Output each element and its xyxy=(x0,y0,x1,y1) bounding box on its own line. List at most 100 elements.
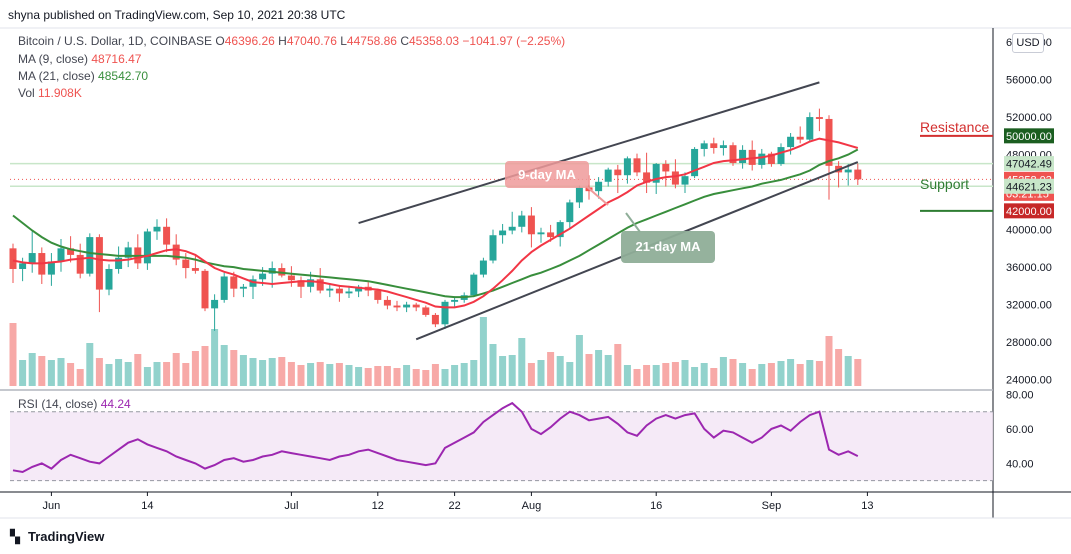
candle-body xyxy=(47,261,55,275)
time-tick-label: 12 xyxy=(372,500,384,512)
time-tick-label: Jul xyxy=(284,500,298,512)
ma21-legend[interactable]: MA (21, close) 48542.70 xyxy=(18,69,148,83)
volume-bar xyxy=(287,362,295,386)
candle-body xyxy=(115,257,123,269)
volume-bar xyxy=(19,360,27,386)
candle-body xyxy=(499,230,507,236)
volume-bar xyxy=(527,363,535,386)
candle-body xyxy=(326,288,334,291)
volume-bar xyxy=(47,360,55,386)
brand-name: TradingView xyxy=(28,529,105,544)
volume-bar xyxy=(441,369,449,386)
price-axis-label-box xyxy=(1004,156,1054,172)
ma9-callout-label: 9-day MA xyxy=(518,167,576,182)
volume-bar xyxy=(537,360,545,386)
candle-body xyxy=(700,143,708,149)
candle-body xyxy=(57,248,65,262)
rsi-tick-label: 40.00 xyxy=(1006,458,1034,470)
volume-bar xyxy=(345,365,353,386)
volume-bar xyxy=(633,369,641,386)
volume-bar xyxy=(556,356,564,386)
volume-bar xyxy=(134,354,142,386)
ma21-callout-arrow xyxy=(625,212,641,233)
volume-bar xyxy=(86,343,94,386)
ma21-callout-label: 21-day MA xyxy=(635,239,701,254)
volume-bar xyxy=(182,363,190,386)
candle-body xyxy=(211,299,219,309)
candle-body xyxy=(86,237,94,274)
volume-bar xyxy=(662,363,670,386)
volume-bar xyxy=(815,361,823,386)
volume-bar xyxy=(787,359,795,386)
rsi-pane: 80.00 60.00 40.00 xyxy=(10,389,1034,482)
symbol-name: Bitcoin / U.S. Dollar, 1D, COINBASE xyxy=(18,34,213,48)
candle-body xyxy=(431,314,439,325)
volume-bar xyxy=(652,365,660,386)
volume-bar xyxy=(451,365,459,386)
currency-badge[interactable]: USD xyxy=(1012,33,1044,53)
volume-bar xyxy=(460,363,468,386)
candle-body xyxy=(230,276,238,289)
candle-body xyxy=(451,299,459,302)
ma21-line xyxy=(12,148,859,299)
volume-bar xyxy=(268,358,276,386)
volume-bar xyxy=(854,359,862,386)
open-label: O xyxy=(215,34,225,48)
volume-bar xyxy=(239,355,247,386)
volume-bar xyxy=(508,355,516,386)
candle-body xyxy=(201,270,209,309)
volume-bar xyxy=(671,362,679,386)
ma9-legend[interactable]: MA (9, close) 48716.47 xyxy=(18,52,141,66)
time-tick-label: Sep xyxy=(762,500,782,512)
volume-bar xyxy=(825,336,833,386)
volume-bar xyxy=(259,360,267,386)
price-tick-label: 28000.00 xyxy=(1006,337,1052,349)
high-value: 47040.76 xyxy=(286,34,337,48)
price-axis-label-hline: 47042.49 xyxy=(1006,159,1052,171)
volume-bar xyxy=(489,344,497,386)
candle-body xyxy=(777,147,785,164)
volume-bar xyxy=(777,361,785,386)
symbol-legend[interactable]: Bitcoin / U.S. Dollar, 1D, COINBASE O463… xyxy=(18,34,565,48)
volume-series xyxy=(9,317,862,386)
time-tick-label: Aug xyxy=(522,500,542,512)
price-tick-label: 56000.00 xyxy=(1006,75,1052,87)
volume-bar xyxy=(691,367,699,386)
candle-body xyxy=(95,237,103,290)
volume-bar xyxy=(278,357,286,386)
volume-legend[interactable]: Vol 11.908K xyxy=(18,86,82,100)
volume-bar xyxy=(9,323,17,386)
price-tick-label: 32000.00 xyxy=(1006,300,1052,312)
volume-bar xyxy=(201,346,209,386)
candle-body xyxy=(623,158,631,176)
candle-body xyxy=(403,304,411,308)
volume-bar xyxy=(95,358,103,386)
candle-body xyxy=(671,171,679,185)
candle-body xyxy=(335,288,343,294)
volume-bar xyxy=(403,365,411,386)
candle-body xyxy=(825,118,833,166)
volume-bar xyxy=(470,360,478,386)
candle-body xyxy=(163,226,171,245)
candle-body xyxy=(470,274,478,296)
candle-body xyxy=(739,149,747,164)
candle-body xyxy=(19,263,27,269)
close-value: 45358.03 xyxy=(409,34,460,48)
rsi-legend[interactable]: RSI (14, close) 44.24 xyxy=(18,397,131,411)
candle-body xyxy=(844,169,852,173)
volume-bar xyxy=(115,359,123,386)
volume-label: Vol xyxy=(18,86,35,100)
volume-bar xyxy=(335,363,343,386)
volume-bar xyxy=(220,345,228,386)
candle-body xyxy=(259,273,267,280)
volume-bar xyxy=(326,364,334,386)
candle-body xyxy=(595,181,603,192)
low-value: 44758.86 xyxy=(346,34,397,48)
candle-body xyxy=(710,143,718,149)
high-label: H xyxy=(278,34,287,48)
rsi-tick-label: 80.00 xyxy=(1006,389,1034,401)
volume-value: 11.908K xyxy=(38,86,82,100)
volume-bar xyxy=(681,360,689,386)
volume-bar xyxy=(422,370,430,386)
